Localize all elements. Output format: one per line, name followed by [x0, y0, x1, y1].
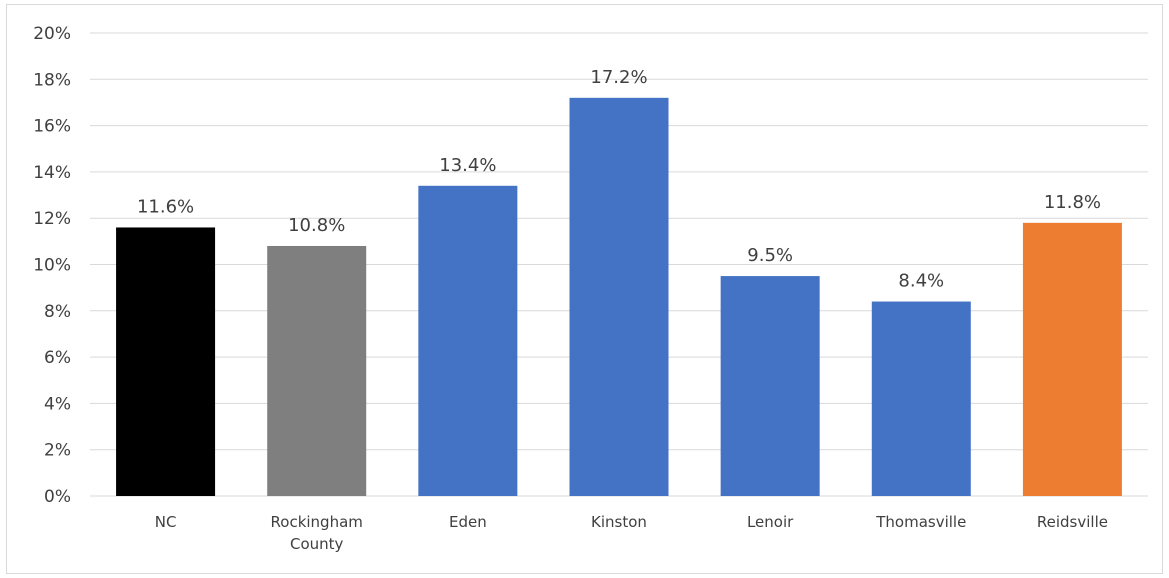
data-label: 17.2% [590, 67, 647, 88]
x-tick-label: Rockingham County [271, 513, 363, 553]
data-label: 8.4% [898, 271, 944, 292]
x-tick-label: Eden [449, 513, 487, 531]
data-label: 9.5% [747, 245, 793, 266]
y-tick-label: 0% [44, 487, 71, 507]
x-tick-label: Thomasville [875, 513, 966, 531]
bar [116, 227, 216, 496]
x-tick-label: Kinston [591, 513, 647, 531]
data-label: 13.4% [439, 155, 496, 176]
data-label: 11.8% [1044, 192, 1101, 213]
data-label: 10.8% [288, 215, 345, 236]
x-tick-label: NC [155, 513, 177, 531]
y-tick-label: 16% [33, 117, 71, 137]
x-tick-label: Reidsville [1037, 513, 1108, 531]
y-tick-label: 14% [33, 163, 71, 183]
bar [418, 185, 518, 497]
bar [871, 301, 971, 496]
y-tick-label: 20% [33, 24, 71, 44]
x-tick-label: Lenoir [747, 513, 794, 531]
y-tick-label: 4% [44, 394, 71, 414]
y-tick-label: 12% [33, 209, 71, 229]
bar [1022, 222, 1122, 496]
y-tick-label: 2% [44, 441, 71, 461]
y-tick-label: 18% [33, 70, 71, 90]
data-label: 11.6% [137, 196, 194, 217]
y-tick-label: 6% [44, 348, 71, 368]
bar [720, 276, 820, 496]
bar [569, 97, 669, 496]
bar [267, 245, 367, 496]
y-tick-label: 8% [44, 302, 71, 322]
y-tick-label: 10% [33, 256, 71, 276]
